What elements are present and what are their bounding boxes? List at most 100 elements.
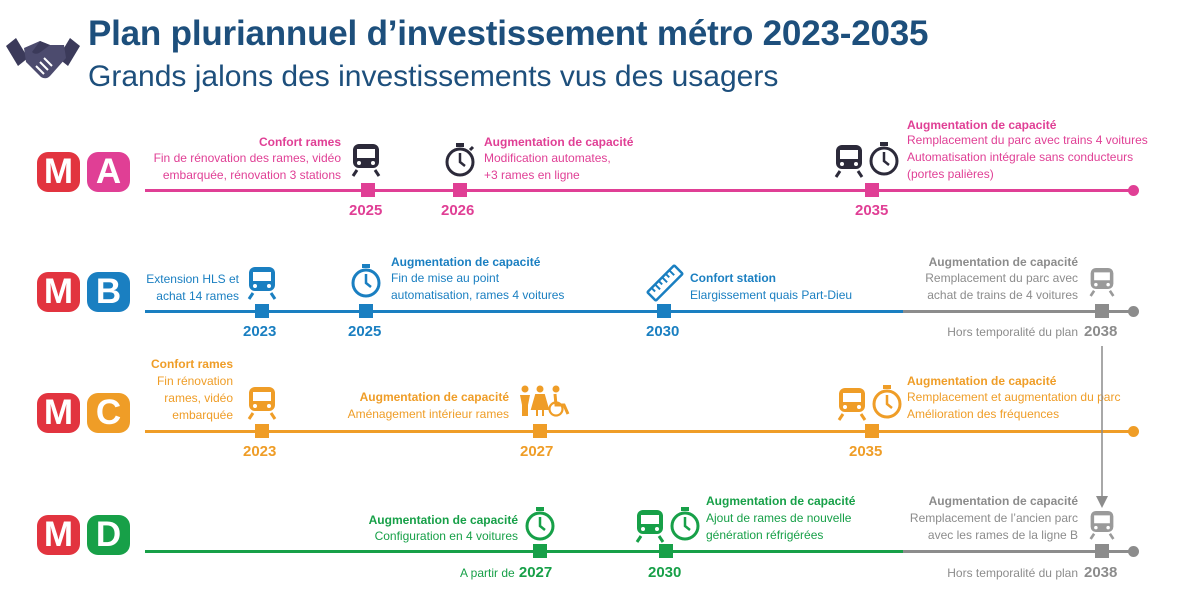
event-text: Remplacement et augmentation du parc xyxy=(907,390,1121,404)
event-title: Augmentation de capacité xyxy=(907,118,1057,132)
train-stopwatch-icon xyxy=(837,385,902,421)
timeline-end-dot xyxy=(1128,306,1139,317)
event-text: Remplacement du parc avec xyxy=(925,271,1078,285)
event-title: Confort rames xyxy=(258,135,341,149)
event-text: Amélioration des fréquences xyxy=(907,407,1060,421)
event-title: Augmentation de capacité xyxy=(928,494,1078,508)
event-text: (portes palières) xyxy=(907,167,994,181)
train-icon xyxy=(247,387,277,420)
milestone-year: 2038 xyxy=(1084,564,1118,581)
event-text: achat de trains de 4 voitures xyxy=(927,288,1078,302)
event-text: Modification automates, xyxy=(484,151,611,165)
stopwatch-icon xyxy=(525,507,555,541)
train-icon xyxy=(1089,511,1115,540)
milestone-year: 2023 xyxy=(243,443,277,460)
milestone-marker xyxy=(533,544,547,558)
event-text: Configuration en 4 voitures xyxy=(374,529,518,543)
milestone-year: 2025 xyxy=(349,202,383,219)
event-text: génération réfrigérées xyxy=(706,528,824,542)
stopwatch-icon xyxy=(351,264,381,298)
event-text: Remplacement du parc avec trains 4 voitu… xyxy=(907,133,1148,147)
milestone-marker xyxy=(533,424,547,438)
passengers-icon xyxy=(520,385,570,417)
event-text: Ajout de rames de nouvelle xyxy=(706,511,852,525)
timeline-end-dot xyxy=(1128,426,1139,437)
timeline-end-dot xyxy=(1128,546,1139,557)
event-text: Elargissement quais Part-Dieu xyxy=(690,288,853,302)
event-text: Aménagement intérieur rames xyxy=(347,407,509,421)
badge-m: M xyxy=(37,272,80,312)
badge-line-a: A xyxy=(87,152,130,192)
event-title: Augmentation de capacité xyxy=(391,255,541,269)
milestone-year: 2023 xyxy=(243,323,277,340)
milestone-year: 2035 xyxy=(849,443,883,460)
timeline-line-c xyxy=(145,430,1133,433)
event-text: Fin rénovation xyxy=(156,374,233,388)
badge-line-b: B xyxy=(87,272,130,312)
event-text: Remplacement de l’ancien parc xyxy=(909,511,1078,525)
event-title: Augmentation de capacité xyxy=(928,255,1078,269)
badge-m: M xyxy=(37,152,80,192)
event-title: Augmentation de capacité xyxy=(484,135,634,149)
event-text: Automatisation intégrale sans conducteur… xyxy=(907,150,1134,164)
year-prefix: A partir de xyxy=(460,566,515,580)
train-stopwatch-icon xyxy=(834,142,899,178)
event-title: Augmentation de capacité xyxy=(368,513,518,527)
event-text: embarquée, rénovation 3 stations xyxy=(162,168,341,182)
event-title: Augmentation de capacité xyxy=(907,374,1057,388)
milestone-year: 2038 xyxy=(1084,323,1118,340)
event-text: Extension HLS et xyxy=(146,272,239,286)
timeline-line-d xyxy=(145,550,903,553)
badge-line-c: C xyxy=(87,393,130,433)
event-text: rames, vidéo xyxy=(164,391,233,405)
timeline-line-a xyxy=(145,189,1133,192)
ruler-icon xyxy=(646,264,684,302)
milestone-marker xyxy=(255,304,269,318)
milestone-marker xyxy=(865,424,879,438)
badge-m: M xyxy=(37,515,80,555)
milestone-marker xyxy=(659,544,673,558)
event-title: Augmentation de capacité xyxy=(706,494,856,508)
event-text: avec les rames de la ligne B xyxy=(927,528,1078,542)
milestone-marker xyxy=(453,183,467,197)
milestone-year: 2026 xyxy=(441,202,475,219)
train-icon xyxy=(247,267,277,300)
stopwatch-icon xyxy=(445,143,475,177)
timeline-end-dot xyxy=(1128,185,1139,196)
handshake-icon xyxy=(6,38,80,79)
milestone-marker xyxy=(255,424,269,438)
event-title: Confort rames xyxy=(150,357,233,371)
timeline-line-b xyxy=(145,310,903,313)
milestone-year: A partir de 2027 xyxy=(460,564,552,581)
outside-plan-note: Hors temporalité du plan xyxy=(947,325,1078,339)
event-text: Fin de mise au point xyxy=(391,271,500,285)
event-title: Confort station xyxy=(690,271,776,285)
milestone-marker xyxy=(1095,544,1109,558)
milestone-marker xyxy=(1095,304,1109,318)
badge-line-d: D xyxy=(87,515,130,555)
milestone-year: 2027 xyxy=(520,443,554,460)
train-icon xyxy=(1089,268,1115,297)
milestone-marker xyxy=(359,304,373,318)
event-text: +3 rames en ligne xyxy=(484,168,580,182)
train-stopwatch-icon xyxy=(635,507,700,543)
outside-plan-note: Hors temporalité du plan xyxy=(947,566,1078,580)
event-text: automatisation, rames 4 voitures xyxy=(391,288,565,302)
timeline-line-d-outside-plan xyxy=(903,550,1133,553)
page-subtitle: Grands jalons des investissements vus de… xyxy=(88,60,779,93)
milestone-year: 2030 xyxy=(648,564,682,581)
milestone-marker xyxy=(657,304,671,318)
page-title: Plan pluriannuel d’investissement métro … xyxy=(88,14,929,53)
event-text: Fin de rénovation des rames, vidéo xyxy=(153,151,341,165)
timeline-line-b-outside-plan xyxy=(903,310,1133,313)
badge-m: M xyxy=(37,393,80,433)
event-title: Augmentation de capacité xyxy=(359,390,509,404)
event-text: achat 14 rames xyxy=(156,289,239,303)
milestone-marker xyxy=(865,183,879,197)
event-text: embarquée xyxy=(172,408,233,422)
milestone-year: 2025 xyxy=(348,323,382,340)
milestone-year: 2030 xyxy=(646,323,680,340)
milestone-marker xyxy=(361,183,375,197)
train-icon xyxy=(351,144,381,177)
arrow-connector xyxy=(1096,346,1108,508)
